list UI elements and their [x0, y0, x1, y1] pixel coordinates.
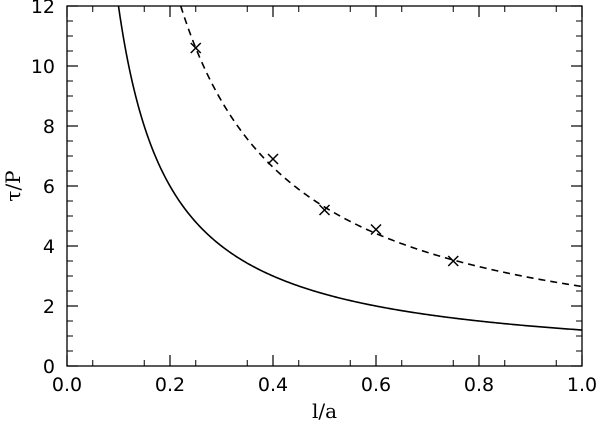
x-tick-label: 0.8 — [464, 374, 494, 396]
y-tick-label: 10 — [31, 56, 55, 78]
marker-stroke — [318, 204, 331, 216]
dashed-series-line — [179, 5, 583, 288]
y-axis-label: τ/P — [1, 170, 25, 201]
data-point-marker — [447, 255, 459, 267]
y-tick-label: 4 — [43, 236, 55, 258]
x-tick-label: 1.0 — [567, 374, 597, 396]
data-point-marker — [370, 223, 382, 236]
data-point-marker — [190, 42, 202, 54]
plot-frame — [66, 5, 583, 367]
marker-stroke — [190, 42, 202, 54]
marker-stroke — [447, 255, 459, 267]
axis-ticks: 0.0 0.2 0.4 0.6 0.8 1.0 0 2 4 6 8 10 12 — [31, 0, 597, 396]
x-axis-label: l/a — [312, 399, 337, 423]
x-tick-label: 0.2 — [155, 374, 185, 396]
x-tick-label: 0.0 — [52, 374, 82, 396]
marker-stroke — [267, 153, 279, 165]
y-tick-label: 2 — [43, 296, 55, 318]
x-tick-label: 0.4 — [258, 374, 288, 396]
x-tick-label: 0.6 — [361, 374, 391, 396]
plot-series — [117, 5, 583, 331]
y-tick-label: 12 — [31, 0, 55, 18]
data-point-marker — [318, 204, 331, 216]
y-tick-label: 8 — [43, 116, 55, 138]
solid-series-line — [117, 5, 583, 331]
marker-stroke — [370, 223, 382, 236]
y-tick-label: 6 — [43, 176, 55, 198]
y-tick-label: 0 — [43, 356, 55, 378]
data-point-marker — [267, 153, 279, 165]
